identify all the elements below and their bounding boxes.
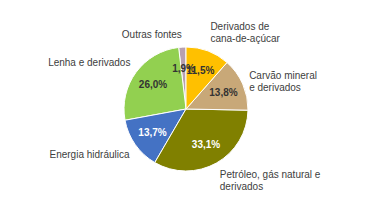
data-label: 33,1% [192,139,220,150]
category-label-line: Petróleo, gás natural e [220,169,321,180]
pie-slice [155,109,248,171]
data-label: 13,7% [138,127,166,138]
category-label-line: derivados [220,181,263,192]
category-label: Outras fontes [122,29,182,40]
category-label-line: Outras fontes [122,29,182,40]
data-label: 26,0% [139,79,167,90]
category-label: Lenha e derivados [48,57,130,68]
pie-slice [186,47,227,109]
data-label: 13,8% [209,87,237,98]
category-label: Energia hidráulica [49,149,129,160]
category-label: Derivados decana-de-açúcar [210,21,280,44]
category-label-line: Derivados de [210,21,269,32]
category-label-line: Energia hidráulica [49,149,129,160]
category-label-line: Carvão mineral [249,70,317,81]
pie-slice [124,47,186,120]
chart-container: 1,9%Outras fontes26,0%Lenha e derivados1… [0,0,385,218]
category-label-line: Lenha e derivados [48,57,130,68]
category-label-line: cana-de-açúcar [210,33,280,44]
category-label: Carvão minerale derivados [249,70,317,93]
slices [124,47,248,171]
pie-chart: 1,9%Outras fontes26,0%Lenha e derivados1… [0,0,385,218]
category-label: Petróleo, gás natural ederivados [220,169,321,192]
labels: 1,9%Outras fontes26,0%Lenha e derivados1… [48,21,321,192]
category-label-line: e derivados [249,82,301,93]
data-label: 11,5% [187,65,215,76]
